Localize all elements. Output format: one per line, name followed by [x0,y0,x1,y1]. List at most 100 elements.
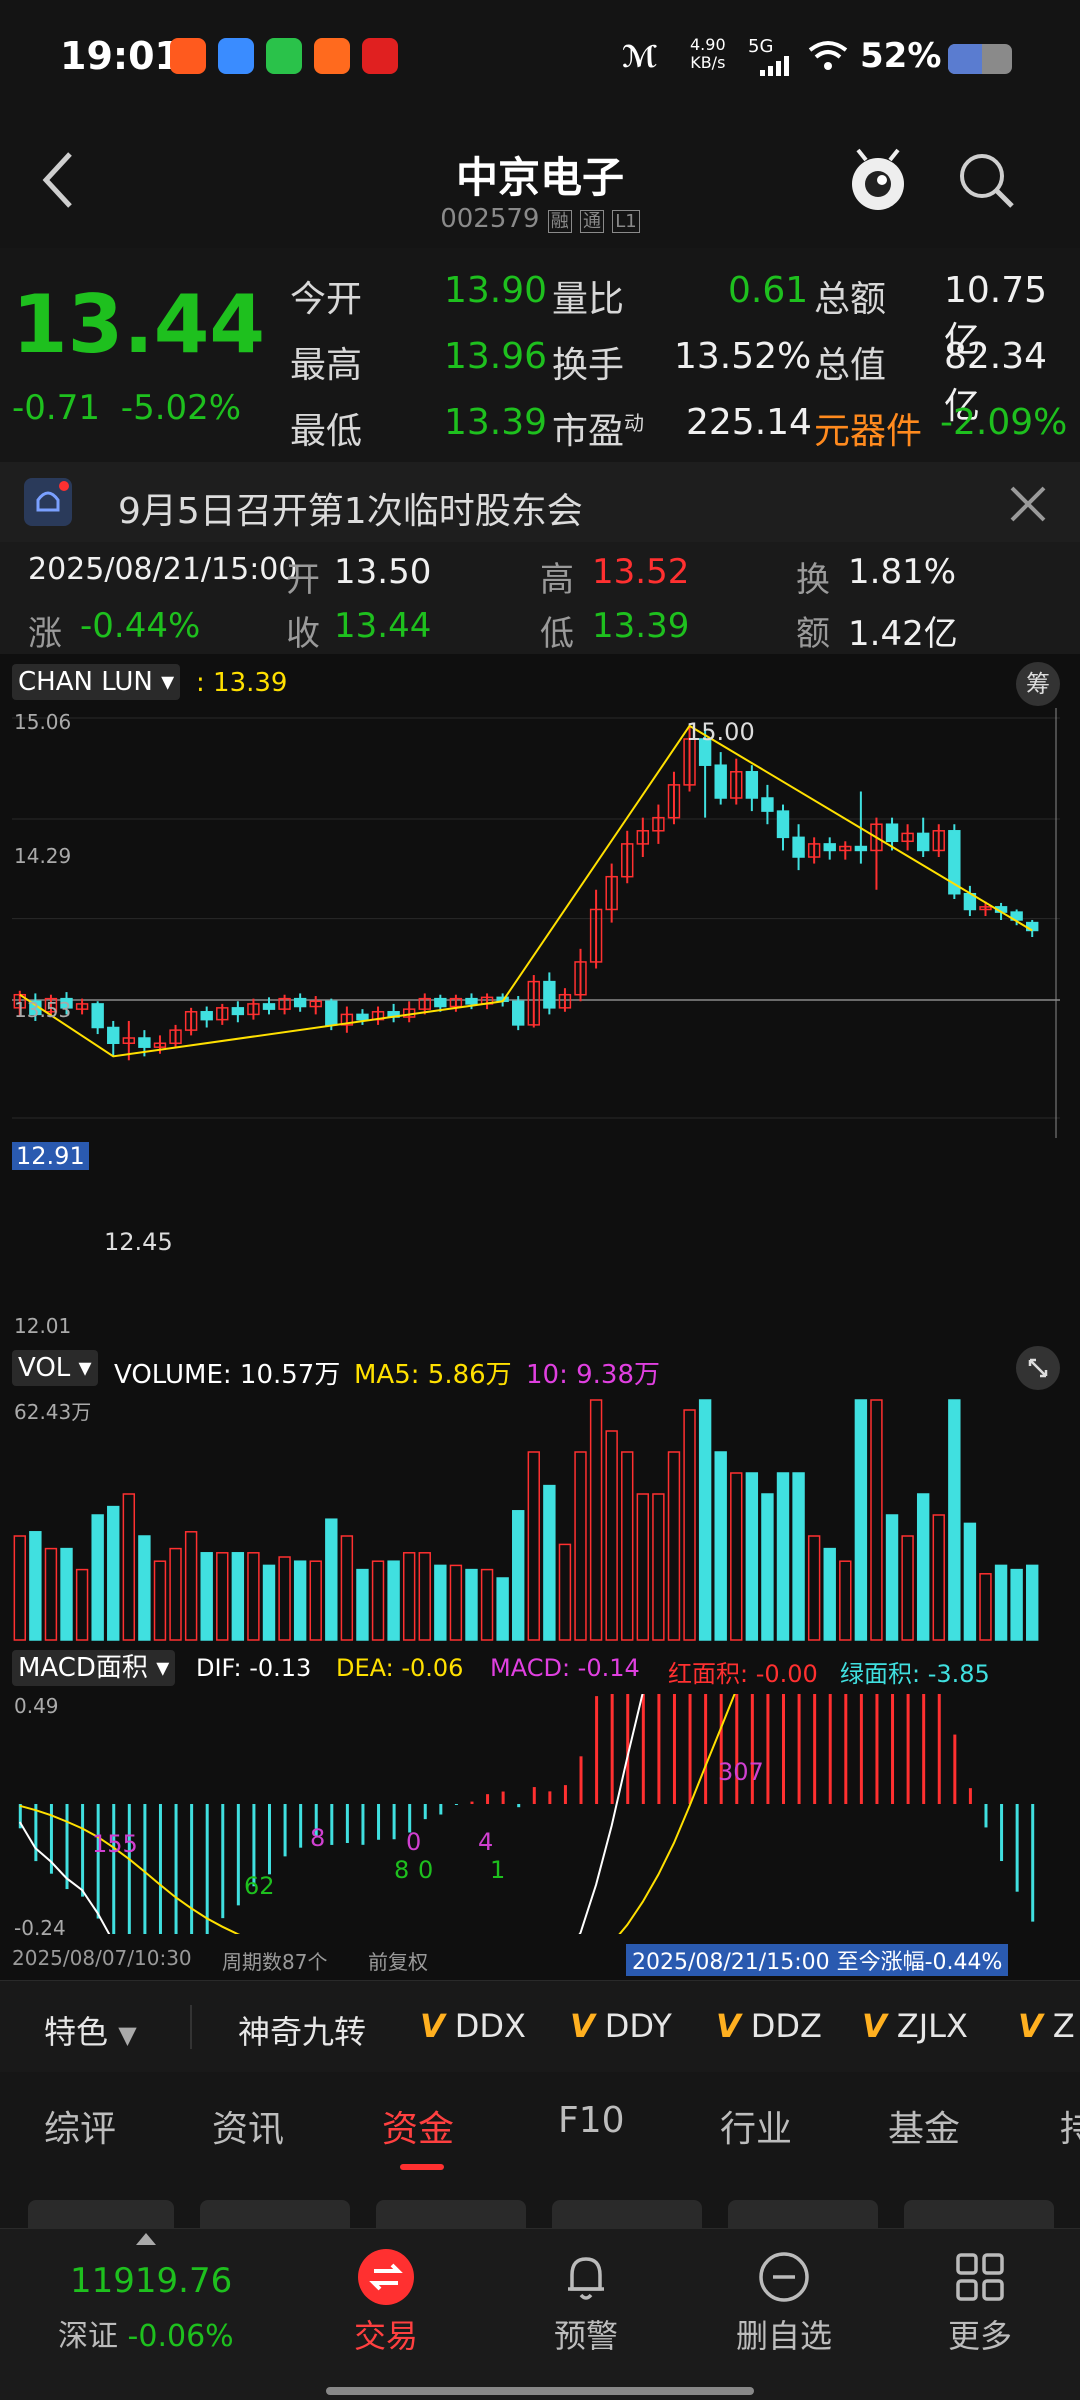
nav-trade[interactable]: 交易 [306,2249,466,2357]
volume-bar [558,1543,572,1641]
candlestick-chart[interactable] [0,708,1080,1138]
macd-bar [65,1804,69,1890]
feature-ddz[interactable]: V DDZ [716,2007,822,2045]
candle [730,771,743,799]
candle [792,836,805,858]
macd-bar [704,1694,708,1804]
bell-notice-icon [24,478,72,526]
candle [807,843,821,858]
sub-tab-3[interactable] [376,2200,526,2228]
tab-overview[interactable]: 综评 [44,2109,117,2150]
macd-bar [174,1804,178,1934]
macd-bar [205,1804,209,1934]
nav-remove-watch[interactable]: 删自选 [704,2249,864,2357]
macd-bar [49,1804,53,1874]
net-speed-unit: KB/s [690,53,726,72]
macd-bar [283,1804,287,1857]
tab-fund[interactable]: 基金 [888,2109,961,2150]
back-icon[interactable] [38,150,78,210]
macd-bar [439,1804,443,1815]
low-label: 最低 [290,411,363,452]
expand-up-icon[interactable] [136,2233,156,2245]
bar-high-label: 高 [540,560,574,600]
macd-bar [268,1804,271,1875]
candle [200,1011,213,1021]
macd-bar [127,1804,131,1934]
kline-chart-area[interactable]: CHAN LUN ▾ : 13.39 筹 15.06 14.29 13.53 1… [0,654,1080,1980]
sub-tab-1[interactable] [28,2200,174,2228]
search-icon[interactable] [956,150,1016,210]
sub-tab-2[interactable] [200,2200,350,2228]
macd-bar [657,1694,661,1804]
chart-start-date: 2025/08/07/10:30 [12,1946,192,1970]
volume-bar [574,1451,587,1641]
sector-label[interactable]: 元器件 [814,411,923,452]
candle [932,830,945,852]
chart-adjust[interactable]: 前复权 [368,1950,428,1974]
battery-icon [948,44,1012,74]
candle [262,1003,276,1010]
volume-bar [652,1493,665,1641]
candle-info-bar: 2025/08/21/15:00 开 13.50 高 13.52 换 1.81%… [0,542,1080,654]
feature-magic-nine[interactable]: 神奇九转 [238,2013,367,2051]
volume-bar [371,1560,385,1641]
candle [979,906,992,911]
notice-bar[interactable]: 9月5日召开第1次临时股东会 [0,462,1080,542]
chart-range-info: 2025/08/21/15:00 至今涨幅-0.44% [626,1944,1009,1976]
volume-bar [698,1399,712,1641]
volume-bar [807,1535,821,1641]
index-value[interactable]: 11919.76 [70,2261,233,2301]
feature-ddy[interactable]: V DDY [570,2007,672,2045]
close-icon[interactable] [1008,484,1048,524]
macd-green-area: 绿面积: -3.85 [840,1660,990,1688]
nav-more[interactable]: 更多 [900,2249,1060,2357]
volume-bar [434,1564,447,1641]
vol-name: VOL [18,1353,71,1383]
macd-indicator-select[interactable]: MACD面积 ▾ [12,1650,176,1686]
expand-icon[interactable] [1016,1346,1060,1390]
tab-f10[interactable]: F10 [558,2100,625,2141]
feature-ddx[interactable]: V DDX [420,2007,526,2045]
macd-bar [813,1694,817,1804]
vol-indicator-select[interactable]: VOL ▾ [12,1350,98,1386]
macd-chart[interactable] [0,1694,1080,1934]
sub-tab-4[interactable] [552,2200,702,2228]
candle [667,784,681,819]
feature-dropdown[interactable]: 特色 ▼ [44,2013,137,2051]
mascot-icon[interactable] [848,146,908,212]
sub-tab-5[interactable] [728,2200,878,2228]
indicator-select[interactable]: CHAN LUN ▾ [12,664,181,700]
macd-label-307: 307 [718,1758,764,1786]
tab-industry[interactable]: 行业 [720,2109,793,2150]
feature-ddz-label: DDZ [750,2007,822,2045]
bottom-nav: 11919.76 深证 -0.06% 交易 预警 删自选 更多 [0,2228,1080,2400]
market-cap-label: 总值 [814,345,887,386]
toutiao-icon [362,38,398,74]
macd-bar [1015,1804,1019,1892]
candle [512,1000,525,1026]
candle [1010,911,1023,921]
header: 中京电子 002579 融 通 L1 [0,120,1080,248]
candle [916,832,930,852]
tab-funds[interactable]: 资金 [382,2109,455,2150]
nav-alert[interactable]: 预警 [506,2249,666,2357]
feature-zjlx[interactable]: V ZJLX [862,2007,968,2045]
y-tick-2: 14.29 [14,844,72,868]
tab-news[interactable]: 资讯 [212,2109,285,2150]
volume-chart[interactable] [0,1390,1080,1650]
peak-label: 15.00 [686,718,755,746]
candle [91,1003,104,1029]
chip-button[interactable]: 筹 [1016,662,1060,706]
volume-bar [589,1399,603,1641]
candle [278,997,291,1010]
macd-label-8a: 8 [310,1824,326,1852]
sub-tab-6[interactable] [904,2200,1054,2228]
candle [434,997,447,1008]
notice-text: 9月5日召开第1次临时股东会 [118,491,583,532]
volume-bar [107,1505,120,1641]
tab-holdings[interactable]: 持 [1060,2109,1080,2150]
macd-bar [112,1804,116,1934]
candle [558,993,572,1009]
